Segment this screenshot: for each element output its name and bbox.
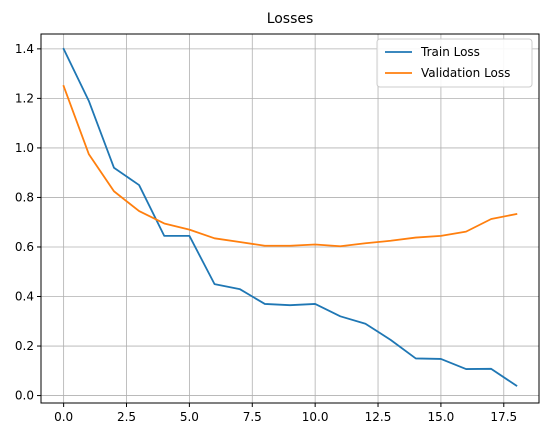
legend-label-validation-loss: Validation Loss bbox=[421, 66, 510, 80]
plot-frame bbox=[40, 33, 540, 404]
legend: Train Loss Validation Loss bbox=[376, 38, 533, 88]
x-tick-label-2: 5.0 bbox=[180, 410, 199, 424]
y-tick-label-6: 1.2 bbox=[15, 91, 34, 105]
series-line-validation-loss bbox=[62, 84, 518, 248]
x-tick-label-6: 15.0 bbox=[428, 410, 455, 424]
ticks-layer: 0.0 2.5 5.0 7.5 10.0 12.5 15.0 17.5 0.0 0.2 0.4 0.6… bbox=[15, 42, 517, 424]
series-line-train-loss bbox=[62, 47, 518, 387]
series-layer bbox=[62, 47, 518, 387]
x-tick-label-1: 2.5 bbox=[117, 410, 136, 424]
y-tick-label-3: 0.6 bbox=[15, 240, 34, 254]
y-tick-label-7: 1.4 bbox=[15, 42, 34, 56]
y-tick-label-5: 1.0 bbox=[15, 141, 34, 155]
x-tick-label-4: 10.0 bbox=[302, 410, 329, 424]
x-tick-label-3: 7.5 bbox=[243, 410, 262, 424]
y-tick-label-1: 0.2 bbox=[15, 339, 34, 353]
x-tick-label-0: 0.0 bbox=[54, 410, 73, 424]
grid-layer bbox=[41, 34, 539, 403]
y-tick-label-4: 0.8 bbox=[15, 190, 34, 204]
legend-label-train-loss: Train Loss bbox=[420, 45, 480, 59]
chart-title: Losses bbox=[267, 11, 314, 27]
x-tick-label-7: 17.5 bbox=[490, 410, 517, 424]
legend-box bbox=[376, 38, 533, 88]
y-tick-label-0: 0.0 bbox=[15, 389, 34, 403]
axes-layer bbox=[40, 33, 540, 404]
x-tick-label-5: 12.5 bbox=[365, 410, 392, 424]
y-tick-label-2: 0.4 bbox=[15, 290, 34, 304]
